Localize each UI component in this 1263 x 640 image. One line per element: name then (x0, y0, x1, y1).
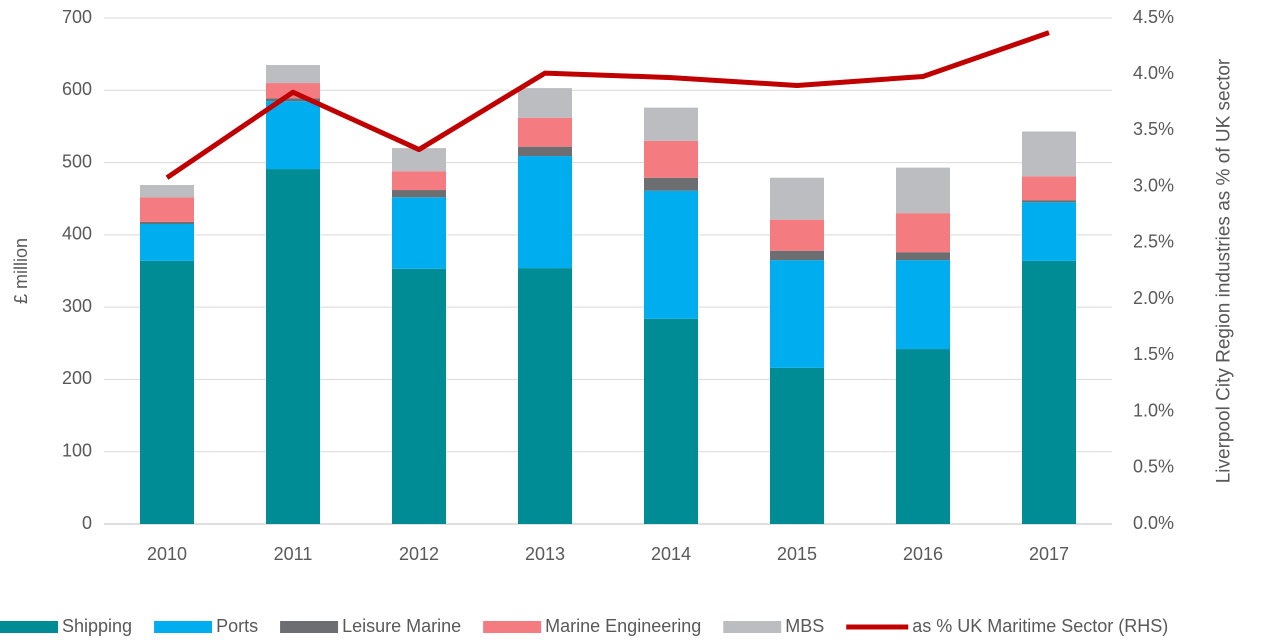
x-tick-label: 2016 (903, 544, 943, 564)
bar-segment (392, 268, 446, 524)
bar-segment (518, 156, 572, 269)
legend-swatch (483, 621, 542, 633)
legend-swatch (723, 621, 782, 633)
legend-swatch (280, 621, 339, 633)
y-tick-label: 300 (62, 296, 92, 316)
y2-tick-label: 4.5% (1133, 7, 1174, 27)
legend-label: Ports (216, 616, 258, 636)
bar-segment (1022, 202, 1076, 261)
bar-segment (266, 169, 320, 524)
bar-segment (770, 260, 824, 368)
bar-segment (518, 117, 572, 147)
bar-segment (1022, 200, 1076, 203)
bar-segment (1022, 260, 1076, 524)
y-tick-label: 200 (62, 368, 92, 388)
y-tick-label: 100 (62, 440, 92, 460)
legend-label: Shipping (62, 616, 132, 636)
bar-segment (896, 167, 950, 214)
x-tick-label: 2011 (274, 544, 313, 564)
bar-segment (896, 213, 950, 253)
bar-segment (518, 146, 572, 157)
legend-swatch (0, 621, 58, 633)
legend-label: as % UK Maritime Sector (RHS) (912, 616, 1168, 636)
bar-segment (518, 88, 572, 118)
bar-segment (392, 190, 446, 198)
bar-segment (644, 190, 698, 319)
x-tick-label: 2017 (1029, 544, 1069, 564)
bar-segment (644, 140, 698, 178)
y2-tick-label: 3.0% (1133, 175, 1174, 195)
line-series (165, 30, 1050, 180)
bar-segment (140, 197, 194, 222)
y-axis-label: £ million (11, 238, 31, 304)
bar-segment (266, 64, 320, 84)
bar-segment (770, 177, 824, 220)
x-tick-label: 2013 (525, 544, 565, 564)
bar-segment (140, 221, 194, 225)
bar-segment (770, 367, 824, 524)
y2-tick-label: 3.5% (1133, 119, 1174, 139)
bar-segment (770, 219, 824, 251)
bar-segment (896, 252, 950, 261)
bar-segment (140, 224, 194, 261)
bar-segment (140, 260, 194, 524)
bar-segment (896, 260, 950, 350)
bar-segment (392, 197, 446, 269)
y2-tick-label: 0.5% (1133, 457, 1174, 477)
bar-segment (1022, 131, 1076, 177)
y-tick-label: 0 (82, 513, 92, 533)
x-tick-label: 2010 (147, 544, 187, 564)
bar-segment (392, 148, 446, 172)
y2-tick-label: 1.0% (1133, 400, 1174, 420)
bar-segment (266, 101, 320, 170)
bar-segment (644, 318, 698, 524)
y-tick-label: 400 (62, 224, 92, 244)
bar-segment (518, 268, 572, 524)
bar-segment (644, 107, 698, 141)
bar-segment (266, 98, 320, 102)
y2-tick-label: 1.5% (1133, 344, 1174, 364)
x-tick-label: 2012 (399, 544, 439, 564)
y2-tick-label: 2.5% (1133, 232, 1174, 252)
legend-label: MBS (785, 616, 824, 636)
y2-axis-label: Liverpool City Region industries as % of… (1213, 58, 1235, 484)
bar-segment (644, 177, 698, 191)
bar-segment (140, 184, 194, 198)
y-tick-label: 500 (62, 151, 92, 171)
y2-tick-label: 2.0% (1133, 288, 1174, 308)
y-tick-label: 700 (62, 7, 92, 27)
bar-segment (770, 250, 824, 261)
y-tick-label: 600 (62, 79, 92, 99)
legend-swatch (154, 621, 213, 633)
y2-tick-label: 4.0% (1133, 63, 1174, 83)
x-tick-label: 2015 (777, 544, 817, 564)
bar-segment (392, 171, 446, 191)
x-tick-label: 2014 (651, 544, 691, 564)
legend-label: Marine Engineering (545, 616, 701, 636)
bar-segment (1022, 176, 1076, 201)
legend-label: Leisure Marine (342, 616, 461, 636)
y2-tick-label: 0.0% (1133, 513, 1174, 533)
bar-segment (896, 349, 950, 524)
